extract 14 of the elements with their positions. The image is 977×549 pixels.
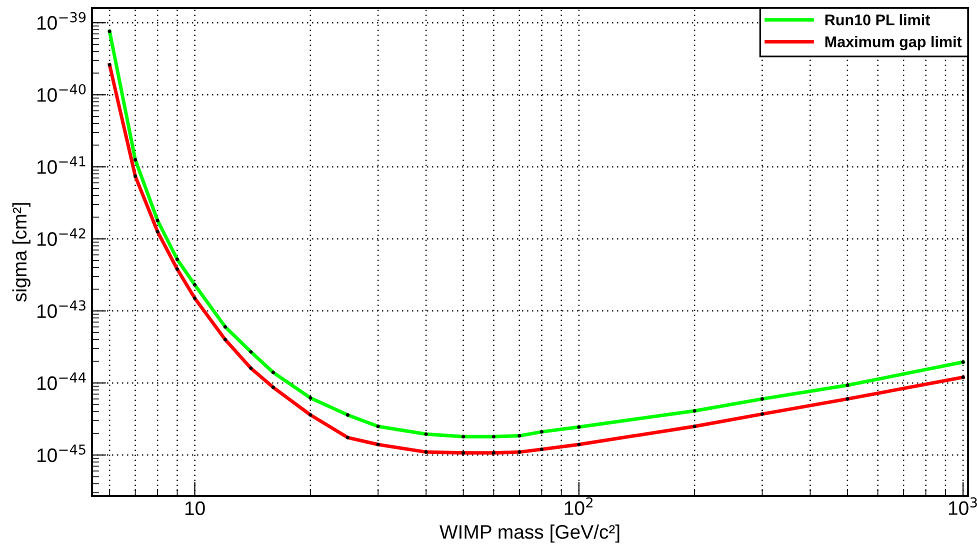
x-tick-label: 10$^{3}$: [948, 497, 977, 515]
x-tick-label: 10: [185, 501, 205, 516]
y-tick-label: 10$^{−40}$: [37, 84, 86, 102]
x-axis-title: WIMP mass [GeV/c²]: [440, 524, 620, 543]
y-tick-label: 10$^{−41}$: [37, 156, 86, 174]
y-axis-title: sigma [cm²]: [12, 203, 30, 302]
y-tick-label: 10$^{−44}$: [37, 372, 86, 390]
y-tick-label: 10$^{−43}$: [37, 300, 86, 318]
legend-label: Run10 PL limit: [825, 14, 930, 26]
x-tick-label: 10$^{2}$: [564, 497, 592, 515]
legend-label: Maximum gap limit: [825, 36, 962, 50]
y-tick-label: 10$^{−45}$: [37, 444, 86, 462]
y-tick-label: 10$^{−39}$: [37, 12, 86, 30]
y-tick-label: 10$^{−42}$: [37, 228, 86, 246]
